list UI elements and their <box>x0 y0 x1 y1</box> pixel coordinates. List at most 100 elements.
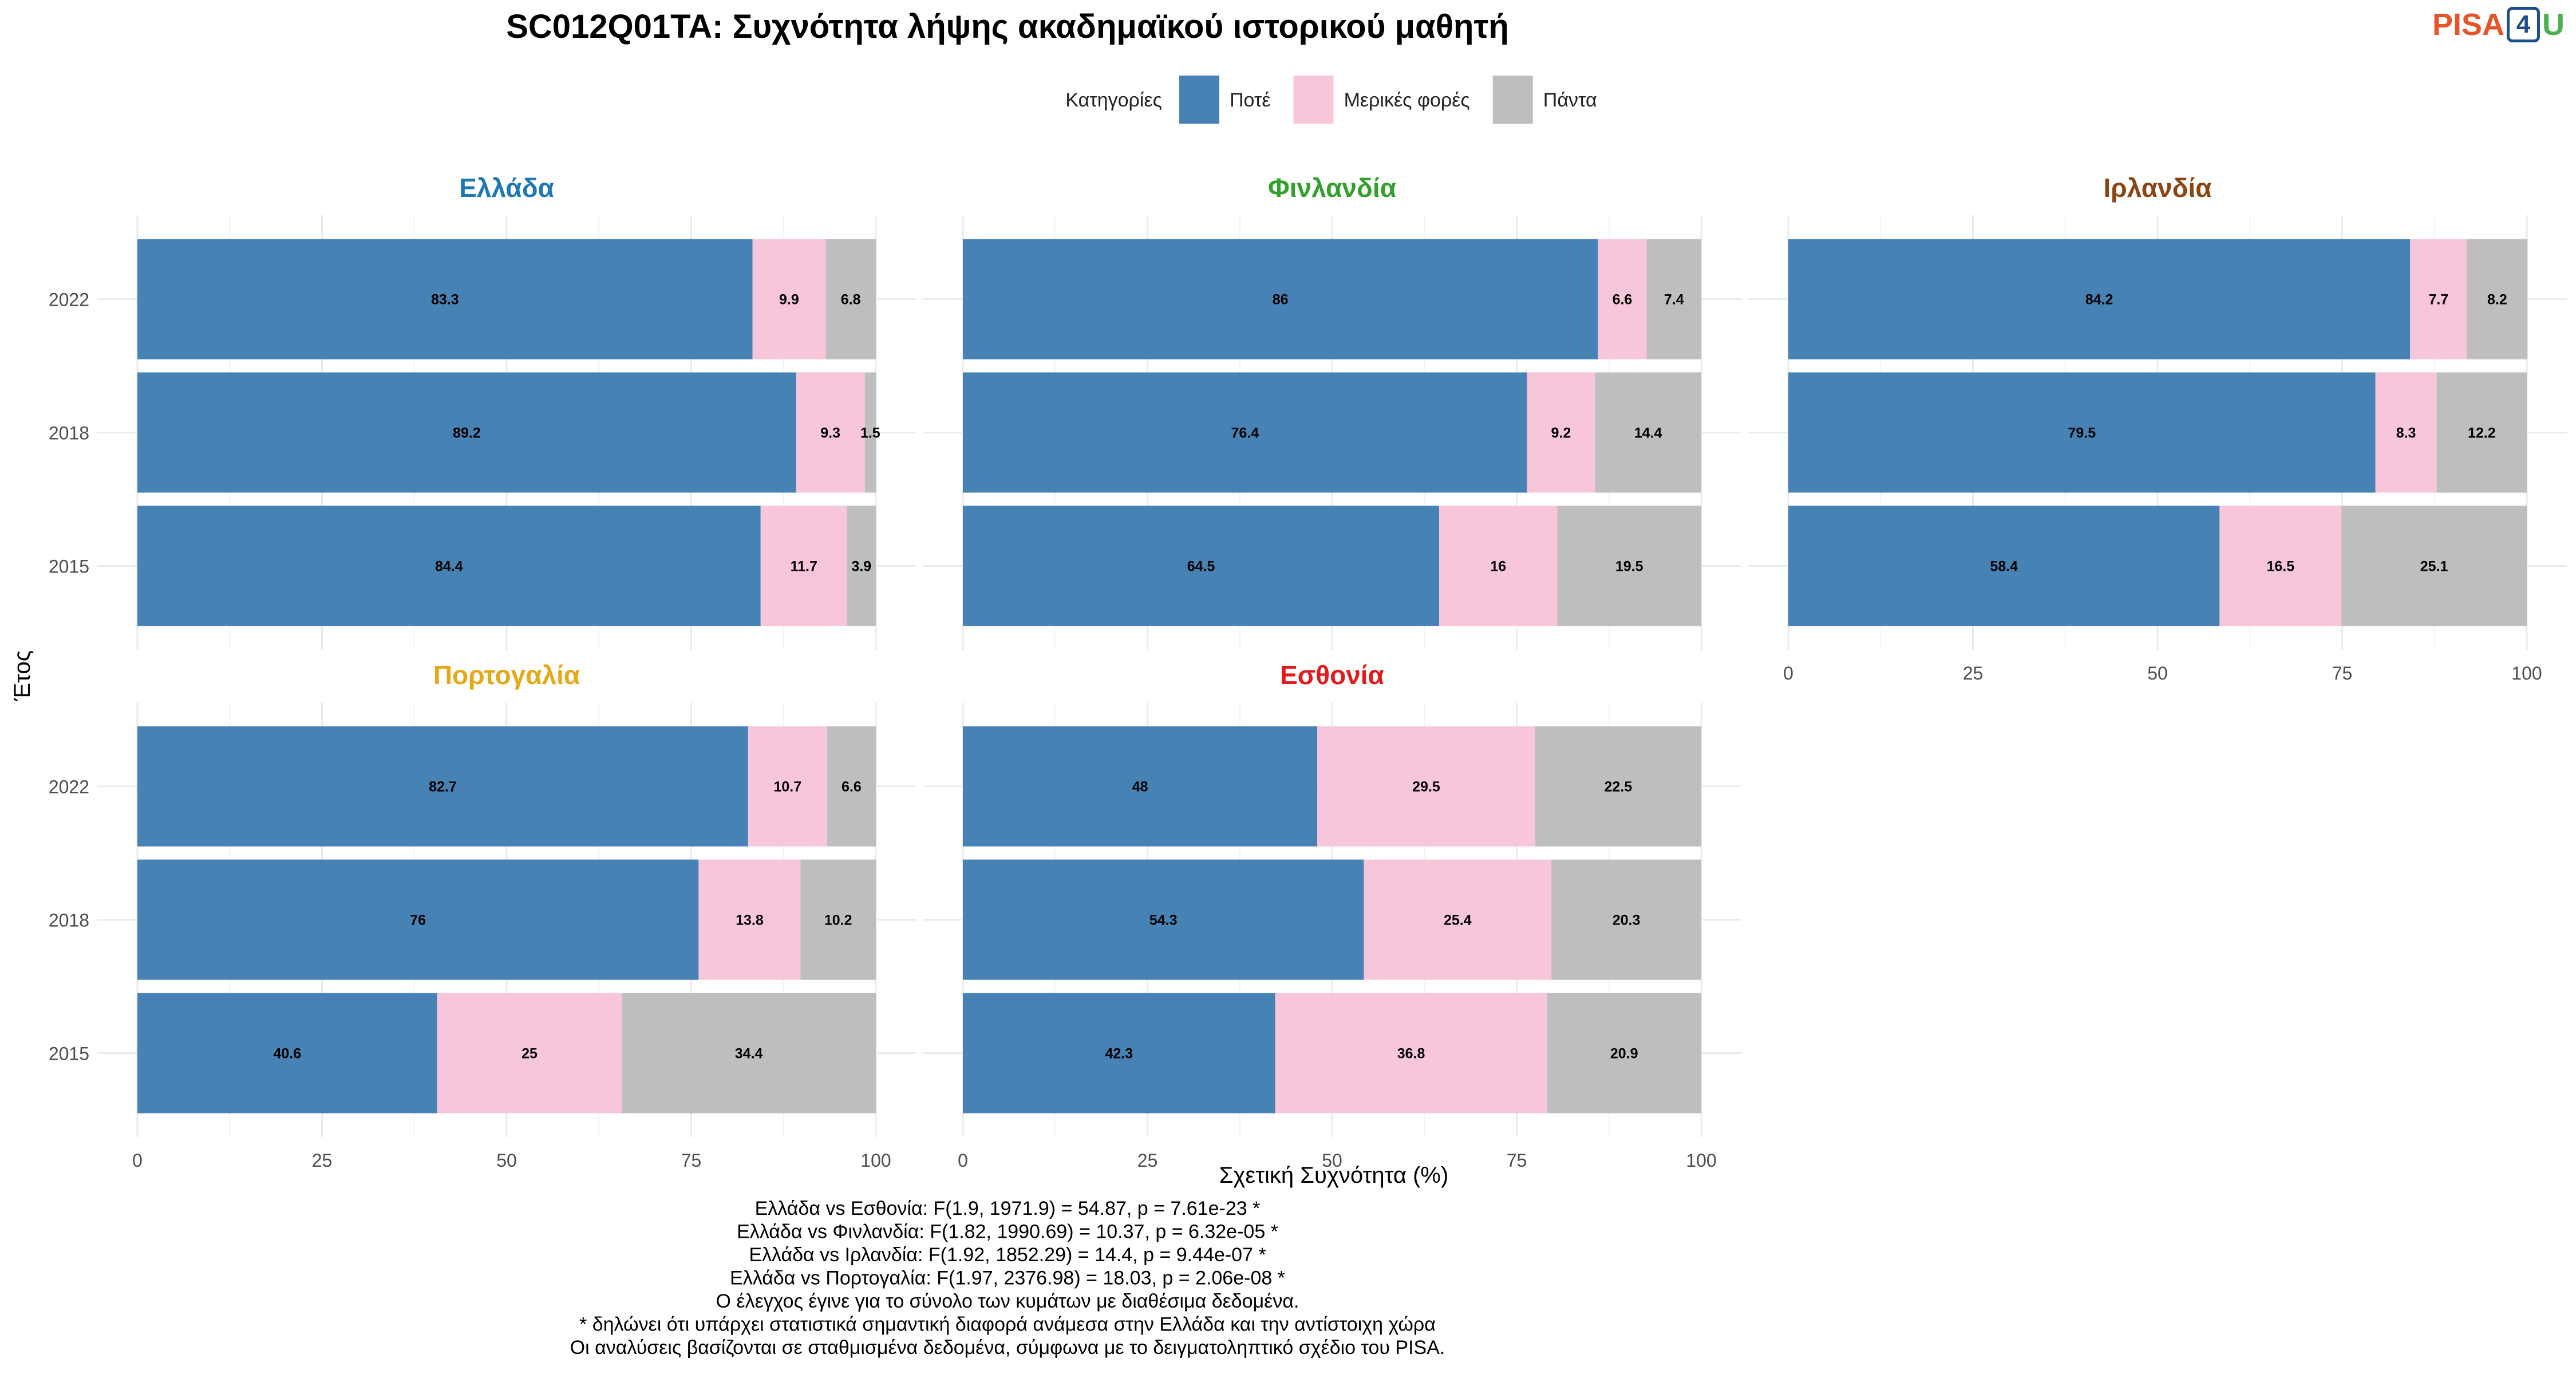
bar-value-label-1-1-0: 76.4 <box>1231 425 1259 441</box>
xtick-label-4-2: 50 <box>1322 1150 1342 1171</box>
bar-2-2-0 <box>1788 506 2220 626</box>
bar-2-1-1 <box>2375 372 2437 493</box>
bar-0-0-0 <box>137 239 753 360</box>
bar-0-1-2 <box>864 372 876 493</box>
bar-4-1-1 <box>1364 859 1552 980</box>
bar-0-2-1 <box>760 506 847 626</box>
bar-3-0-2 <box>827 726 876 847</box>
panel-title-3: Πορτογαλία <box>433 660 580 690</box>
bar-value-label-2-2-1: 16.5 <box>2266 559 2294 575</box>
bar-value-label-4-1-1: 25.4 <box>1444 913 1472 929</box>
bar-value-label-0-2-1: 11.7 <box>791 559 817 575</box>
legend-swatch-0 <box>1179 76 1219 124</box>
footnote-6: Οι αναλύσεις βασίζονται σε σταθμισμένα δ… <box>570 1337 1445 1359</box>
bar-1-0-0 <box>963 239 1598 360</box>
bar-4-2-1 <box>1275 993 1547 1114</box>
bar-value-label-4-0-0: 48 <box>1132 779 1148 795</box>
pisa4u-logo: PISA 4 U <box>2432 7 2565 42</box>
bar-4-0-0 <box>963 726 1318 847</box>
bar-value-label-3-2-1: 25 <box>521 1046 538 1062</box>
bar-1-1-0 <box>963 372 1527 493</box>
bar-0-0-1 <box>752 239 826 360</box>
bar-value-label-2-0-2: 8.2 <box>2487 292 2507 308</box>
bar-2-2-2 <box>2341 506 2527 626</box>
bar-value-label-0-2-2: 3.9 <box>851 559 871 575</box>
bar-value-label-2-1-2: 12.2 <box>2468 425 2496 441</box>
xtick-label-4-4: 100 <box>1686 1150 1716 1171</box>
bar-value-label-3-0-1: 10.7 <box>774 779 802 795</box>
bar-value-label-2-0-0: 84.2 <box>2085 292 2113 308</box>
xtick-label-3-3: 75 <box>681 1150 702 1171</box>
legend-swatch-1 <box>1293 76 1334 124</box>
ytick-label-0-2: 2015 <box>49 556 89 577</box>
bar-1-1-1 <box>1527 372 1595 493</box>
bar-value-label-0-0-2: 6.8 <box>841 292 861 308</box>
legend-swatch-2 <box>1492 76 1533 124</box>
bar-0-2-0 <box>137 506 761 626</box>
bar-value-label-2-1-1: 8.3 <box>2396 425 2416 441</box>
legend-label-0: Ποτέ <box>1230 89 1271 111</box>
bar-value-label-3-2-0: 40.6 <box>274 1046 302 1062</box>
legend-label-2: Πάντα <box>1543 89 1597 111</box>
bar-2-0-2 <box>2467 239 2528 360</box>
bar-2-2-1 <box>2219 506 2342 626</box>
bar-value-label-0-0-0: 83.3 <box>431 292 459 308</box>
bar-4-1-2 <box>1551 859 1701 980</box>
bar-value-label-2-0-1: 7.7 <box>2428 292 2448 308</box>
bar-0-0-2 <box>825 239 876 360</box>
bar-value-label-3-0-0: 82.7 <box>429 779 457 795</box>
bar-value-label-1-2-0: 64.5 <box>1187 559 1215 575</box>
xtick-label-3-1: 25 <box>312 1150 333 1171</box>
bar-value-label-4-2-0: 42.3 <box>1105 1046 1133 1062</box>
bar-value-label-1-0-0: 86 <box>1273 292 1289 308</box>
bar-2-1-2 <box>2436 372 2527 493</box>
bar-4-1-0 <box>963 859 1364 980</box>
bar-1-0-1 <box>1598 239 1647 360</box>
bar-value-label-2-2-2: 25.1 <box>2420 559 2448 575</box>
ytick-label-0-1: 2018 <box>49 423 89 444</box>
bar-value-label-0-0-1: 9.9 <box>779 292 799 308</box>
footnote-2: Ελλάδα vs Ιρλανδία: F(1.92, 1852.29) = 1… <box>749 1244 1266 1266</box>
logo-text-4: 4 <box>2507 7 2540 42</box>
bar-0-1-0 <box>137 372 796 493</box>
bar-value-label-0-1-2: 1.5 <box>860 425 880 441</box>
ytick-label-3-2: 2015 <box>49 1044 89 1064</box>
ytick-label-0-0: 2022 <box>49 290 89 310</box>
xtick-label-2-2: 50 <box>2147 663 2168 684</box>
bar-value-label-4-0-2: 22.5 <box>1605 779 1633 795</box>
bar-1-2-2 <box>1557 506 1701 626</box>
bar-4-2-0 <box>963 993 1275 1114</box>
bar-3-1-2 <box>800 859 876 980</box>
bar-value-label-1-0-2: 7.4 <box>1664 292 1684 308</box>
bar-value-label-2-2-0: 58.4 <box>1990 559 2018 575</box>
bar-3-1-0 <box>137 859 699 980</box>
bar-1-1-2 <box>1595 372 1701 493</box>
bar-2-1-0 <box>1788 372 2376 493</box>
xtick-label-4-1: 25 <box>1137 1150 1158 1171</box>
footnote-1: Ελλάδα vs Φινλανδία: F(1.82, 1990.69) = … <box>737 1221 1278 1243</box>
x-axis-title: Σχετική Συχνότητα (%) <box>1219 1163 1449 1188</box>
chart-title: SC012Q01TA: Συχνότητα λήψης ακαδημαϊκού … <box>506 8 1509 45</box>
xtick-label-2-1: 25 <box>1963 663 1984 684</box>
bar-value-label-0-1-1: 9.3 <box>820 425 840 441</box>
xtick-label-2-0: 0 <box>1783 663 1793 684</box>
bar-value-label-3-1-0: 76 <box>410 913 426 929</box>
bar-3-2-2 <box>622 993 876 1114</box>
xtick-label-3-4: 100 <box>860 1150 891 1171</box>
bar-value-label-3-1-2: 10.2 <box>824 913 852 929</box>
ytick-label-3-0: 2022 <box>49 777 89 797</box>
xtick-label-2-3: 75 <box>2332 663 2353 684</box>
bar-value-label-1-0-1: 6.6 <box>1613 292 1633 308</box>
bar-2-0-1 <box>2410 239 2467 360</box>
xtick-label-3-0: 0 <box>132 1150 143 1171</box>
footnote-4: Ο έλεγχος έγινε για το σύνολο των κυμάτω… <box>716 1290 1299 1312</box>
bar-3-2-1 <box>437 993 622 1114</box>
logo-text-u: U <box>2542 7 2565 42</box>
bar-value-label-4-2-1: 36.8 <box>1397 1046 1425 1062</box>
bar-value-label-3-1-1: 13.8 <box>736 913 764 929</box>
y-axis-title: Έτος <box>10 650 35 701</box>
ytick-label-3-1: 2018 <box>49 910 89 931</box>
legend-label-1: Μερικές φορές <box>1344 89 1470 111</box>
bar-1-2-0 <box>963 506 1440 626</box>
